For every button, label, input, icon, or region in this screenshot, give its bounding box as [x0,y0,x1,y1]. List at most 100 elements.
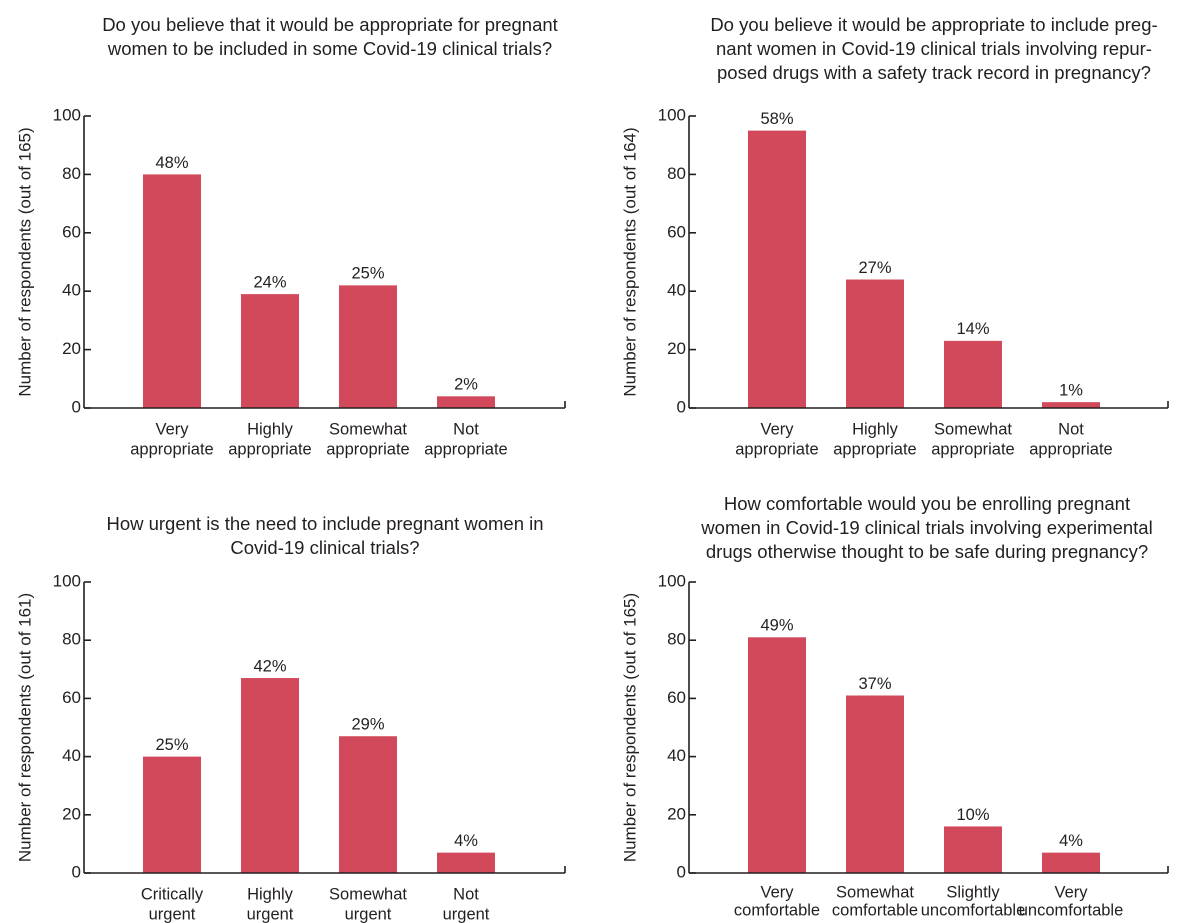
y-tick-label: 60 [667,222,686,241]
chart-title-line: women to be included in some Covid-19 cl… [107,38,552,59]
chart-title-line: Covid-19 clinical trials? [230,537,419,558]
y-tick-label: 20 [667,804,686,823]
x-tick-label: Highly [247,420,294,438]
x-tick-label: Somewhat [329,885,407,903]
y-tick-label: 40 [62,281,81,300]
chart-title-line: posed drugs with a safety track record i… [717,62,1151,83]
x-tick-label: comfortable [734,901,820,919]
x-tick-label: urgent [345,905,392,923]
x-tick-label: Not [1058,420,1084,438]
data-label: 48% [155,154,188,172]
bar [339,736,397,873]
x-tick-label: Highly [247,885,294,903]
bar [437,852,495,873]
y-tick-label: 40 [62,746,81,765]
x-tick-label: urgent [149,905,196,923]
x-tick-label: appropriate [228,440,311,458]
y-axis-label: Number of respondents (out of 161) [15,593,34,862]
bar [1042,852,1100,873]
bar [241,678,299,873]
data-label: 2% [454,376,478,394]
data-label: 25% [351,265,384,283]
x-tick-label: Highly [852,420,899,438]
y-tick-label: 80 [667,630,686,649]
x-tick-label: Not [453,885,479,903]
y-tick-label: 0 [72,397,81,416]
chart-title-line: women in Covid-19 clinical trials involv… [700,517,1152,538]
y-tick-label: 100 [658,571,686,590]
chart-panel-2: Do you believe it would be appropriate t… [620,14,1169,458]
y-tick-label: 60 [62,688,81,707]
x-tick-label: appropriate [833,440,916,458]
y-tick-label: 80 [62,164,81,183]
x-tick-label: Very [1054,883,1088,901]
bar [339,285,397,408]
data-label: 29% [351,716,384,734]
data-label: 42% [253,657,286,675]
x-tick-label: appropriate [931,440,1014,458]
x-tick-label: urgent [443,905,490,923]
data-label: 37% [858,675,891,693]
y-tick-label: 80 [667,164,686,183]
y-tick-label: 80 [62,630,81,649]
chart-title-line: Do you believe it would be appropriate t… [710,14,1157,35]
x-tick-label: appropriate [130,440,213,458]
data-label: 14% [956,320,989,338]
x-tick-label: Very [155,420,189,438]
data-label: 4% [454,832,478,850]
x-tick-label: Not [453,420,479,438]
chart-title-line: How comfortable would you be enrolling p… [724,493,1130,514]
chart-title-line: nant women in Covid-19 clinical trials i… [716,38,1152,59]
y-tick-label: 100 [53,105,81,124]
data-label: 58% [760,110,793,128]
bar [846,695,904,873]
y-tick-label: 0 [677,862,686,881]
x-tick-label: appropriate [326,440,409,458]
x-tick-label: uncomfortable [921,901,1026,919]
y-tick-label: 100 [658,105,686,124]
y-tick-label: 60 [62,222,81,241]
y-tick-label: 20 [62,339,81,358]
chart-title-line: How urgent is the need to include pregna… [106,513,543,534]
bar [748,637,806,873]
bar [944,340,1002,408]
bar [944,826,1002,873]
y-tick-label: 60 [667,688,686,707]
data-label: 25% [155,736,188,754]
bar [1042,402,1100,408]
x-tick-label: urgent [247,905,294,923]
data-label: 1% [1059,382,1083,400]
chart-title-line: drugs otherwise thought to be safe durin… [706,541,1148,562]
x-tick-label: Very [760,420,794,438]
x-tick-label: Somewhat [329,420,407,438]
x-tick-label: comfortable [832,901,918,919]
y-tick-label: 20 [62,804,81,823]
x-tick-label: Somewhat [836,883,914,901]
chart-title-line: Do you believe that it would be appropri… [102,14,558,35]
x-tick-label: Critically [141,885,204,903]
x-tick-label: Somewhat [934,420,1012,438]
x-tick-label: appropriate [1029,440,1112,458]
bar [748,130,806,408]
y-tick-label: 40 [667,281,686,300]
x-tick-label: Very [760,883,794,901]
data-label: 27% [858,259,891,277]
chart-panel-4: How comfortable would you be enrolling p… [620,493,1169,919]
bar [143,174,201,408]
bar [437,396,495,408]
y-tick-label: 0 [677,397,686,416]
data-label: 49% [760,617,793,635]
y-tick-label: 0 [72,862,81,881]
chart-panel-3: How urgent is the need to include pregna… [15,513,566,923]
bar [143,756,201,873]
data-label: 4% [1059,832,1083,850]
x-tick-label: Slightly [946,883,1000,901]
x-tick-label: appropriate [735,440,818,458]
data-label: 10% [956,806,989,824]
x-tick-label: appropriate [424,440,507,458]
chart-panel-1: Do you believe that it would be appropri… [15,14,566,458]
y-axis-label: Number of respondents (out of 165) [620,593,639,862]
bar [241,294,299,408]
data-label: 24% [253,273,286,291]
